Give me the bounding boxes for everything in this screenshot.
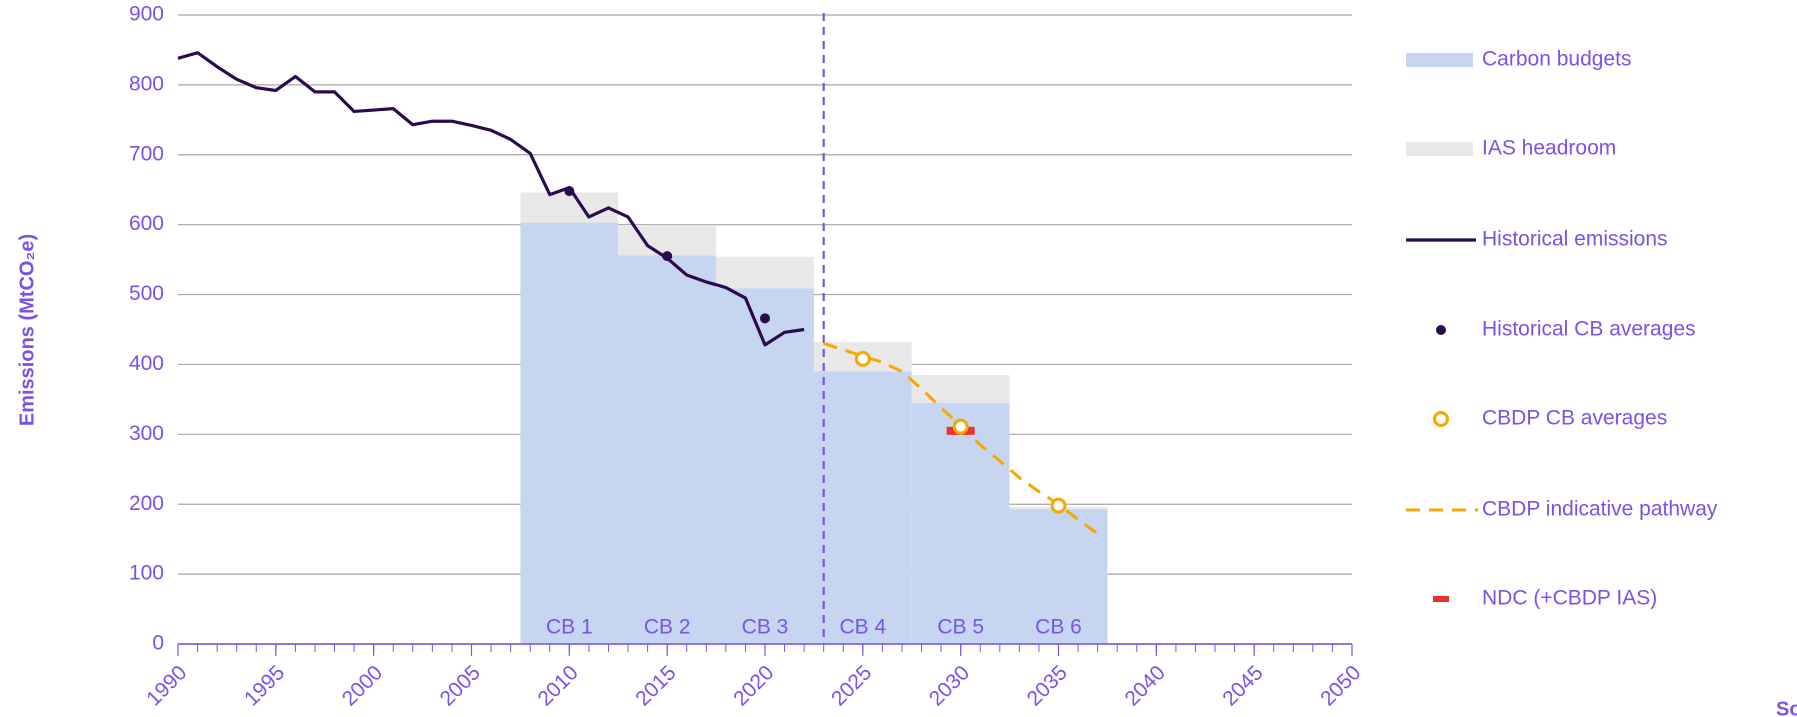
- legend-label: Historical CB averages: [1482, 318, 1696, 341]
- budget-bar: [911, 402, 1010, 644]
- hist-avg-dot: [662, 251, 673, 262]
- budget-label: CB 5: [937, 616, 984, 639]
- headroom-bar: [911, 374, 1010, 403]
- hist-avg-dot: [760, 313, 770, 324]
- x-tick-label: 1995: [240, 661, 289, 710]
- x-tick-label: 1990: [142, 661, 191, 710]
- x-tick-label: 2040: [1120, 661, 1169, 710]
- hist-avg-dot: [564, 186, 575, 197]
- legend-label: CBDP CB averages: [1482, 407, 1667, 430]
- legend-label: CBDP indicative pathway: [1482, 498, 1718, 521]
- y-tick-label: 300: [129, 422, 164, 445]
- legend-swatch: [1406, 142, 1473, 156]
- y-tick-label: 900: [129, 3, 164, 26]
- budget-label: CB 2: [644, 616, 691, 639]
- budget-label: CB 1: [546, 616, 593, 639]
- x-tick-label: 2025: [827, 661, 876, 710]
- y-tick-label: 100: [129, 562, 164, 585]
- headroom-bar: [618, 226, 717, 256]
- headroom-bar: [520, 192, 619, 223]
- cbdp-avg-dot: [854, 350, 871, 367]
- y-axis-label: Emissions (MtCO₂e): [16, 234, 38, 426]
- x-tick-label: 2010: [533, 661, 582, 710]
- x-tick-label: 2030: [925, 661, 974, 710]
- budget-bar: [520, 222, 619, 644]
- budget-label: CB 4: [839, 616, 886, 639]
- y-tick-label: 500: [129, 282, 164, 305]
- x-tick-label: 2045: [1218, 661, 1267, 710]
- budget-label: CB 3: [742, 616, 789, 639]
- budget-bar: [813, 371, 912, 644]
- legend-swatch: [1406, 53, 1473, 67]
- x-tick-label: 2015: [631, 661, 680, 710]
- legend-swatch: [1433, 596, 1449, 602]
- legend-label: IAS headroom: [1482, 137, 1616, 160]
- y-tick-label: 400: [129, 352, 164, 375]
- y-tick-label: 200: [129, 492, 164, 515]
- y-tick-label: 800: [129, 72, 164, 95]
- legend-swatch: [1436, 325, 1446, 335]
- headroom-bar: [716, 256, 814, 289]
- y-tick-label: 0: [152, 632, 164, 655]
- legend-swatch: [1433, 411, 1449, 427]
- x-tick-label: 2000: [338, 661, 387, 710]
- x-tick-label: 2005: [436, 661, 485, 710]
- legend-label: Carbon budgets: [1482, 48, 1631, 71]
- x-tick-label: 2020: [729, 661, 778, 710]
- historical-line: [177, 51, 805, 347]
- cbdp-avg-dot: [952, 418, 969, 435]
- budget-bar: [716, 288, 814, 644]
- legend-label: Historical emissions: [1482, 228, 1668, 251]
- budget-bar: [618, 255, 717, 644]
- x-tick-label: 2035: [1023, 661, 1072, 710]
- footnote: So: [1776, 698, 1797, 717]
- budget-bar: [1009, 509, 1108, 644]
- budget-label: CB 6: [1035, 616, 1082, 639]
- y-tick-label: 700: [129, 142, 164, 165]
- x-tick-label: 2050: [1316, 661, 1365, 710]
- cbdp-avg-dot: [1050, 497, 1067, 514]
- legend-label: NDC (+CBDP IAS): [1482, 587, 1657, 610]
- y-tick-label: 600: [129, 212, 164, 235]
